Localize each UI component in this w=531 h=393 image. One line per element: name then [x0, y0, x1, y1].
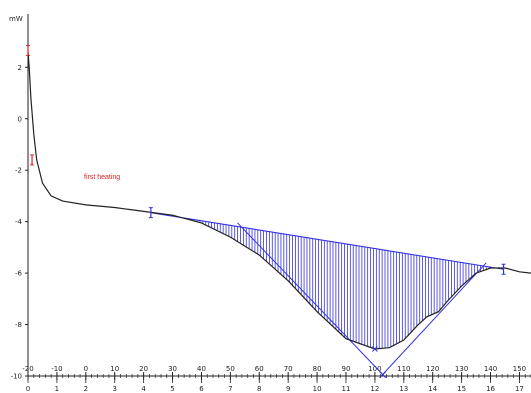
time-tick-label: 12	[370, 385, 379, 393]
temperature-tick-label: 100	[368, 365, 381, 373]
y-tick-label: 0	[18, 115, 22, 123]
temperature-tick-label: 50	[226, 365, 235, 373]
tangent-line	[237, 222, 385, 377]
time-tick-label: 7	[228, 385, 232, 393]
time-tick-label: 13	[399, 385, 408, 393]
temperature-tick-label: 30	[168, 365, 177, 373]
temperature-tick-label: -10	[51, 365, 62, 373]
temperature-tick-label: 140	[484, 365, 497, 373]
time-tick-label: 11	[342, 385, 351, 393]
temperature-tick-label: 10	[110, 365, 119, 373]
time-tick-label: 5	[170, 385, 174, 393]
temperature-tick-label: 80	[313, 365, 322, 373]
time-tick-label: 2	[84, 385, 88, 393]
y-tick-label: -6	[15, 270, 23, 278]
peak-marker	[372, 346, 378, 352]
first-heating-annotation: first heating	[84, 174, 120, 181]
time-tick-label: 3	[112, 385, 116, 393]
temperature-tick-label: 90	[342, 365, 351, 373]
y-tick-label: -10	[11, 373, 22, 381]
integration-baseline	[150, 212, 504, 270]
temperature-tick-label: 20	[139, 365, 148, 373]
time-tick-label: 17	[515, 385, 524, 393]
time-tick-label: 6	[199, 385, 204, 393]
temperature-tick-label: -20	[22, 365, 33, 373]
dsc-curve	[27, 51, 531, 350]
temperature-tick-label: 0	[84, 365, 88, 373]
temperature-tick-label: 120	[426, 365, 439, 373]
y-tick-label: -2	[15, 167, 22, 175]
temperature-tick-label: 60	[255, 365, 264, 373]
markers	[26, 45, 506, 379]
time-tick-label: 8	[257, 385, 261, 393]
time-tick-label: 16	[486, 385, 495, 393]
integration-fill	[150, 212, 504, 349]
temperature-tick-label: 70	[284, 365, 293, 373]
temperature-tick-label: 130	[455, 365, 468, 373]
tangent-intersection-marker	[379, 371, 387, 379]
time-tick-label: 14	[428, 385, 437, 393]
y-tick-label: -4	[15, 218, 23, 226]
tangent-line	[380, 262, 487, 377]
y-tick-label: 2	[18, 64, 22, 72]
temperature-tick-label: 110	[397, 365, 410, 373]
y-unit-label: mW	[9, 15, 23, 23]
temperature-tick-label: 150	[513, 365, 526, 373]
temperature-tick-label: 40	[197, 365, 206, 373]
time-tick-label: 15	[457, 385, 466, 393]
time-tick-label: 1	[55, 385, 59, 393]
time-tick-label: 9	[286, 385, 290, 393]
time-tick-label: 0	[26, 385, 30, 393]
lines	[27, 51, 531, 377]
y-tick-label: -8	[15, 321, 22, 329]
axes: 20-2-4-6-8-10-20 -10 0 10 20 30 40 50 60 70 80 90 10…	[11, 14, 531, 393]
time-tick-label: 4	[141, 385, 146, 393]
time-tick-label: 10	[313, 385, 322, 393]
